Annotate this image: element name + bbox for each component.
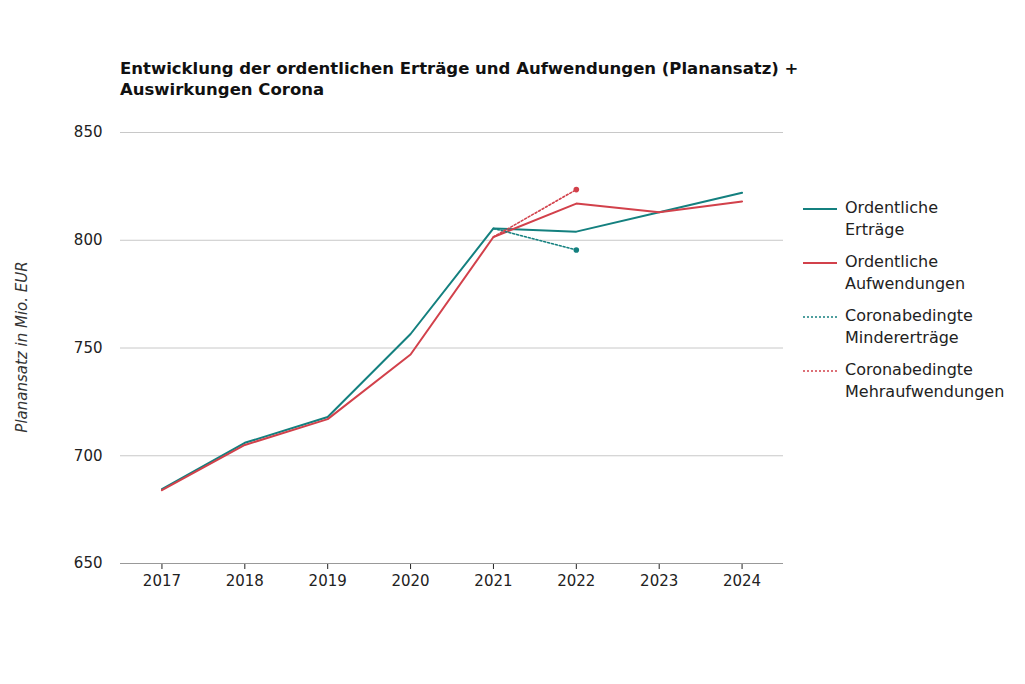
html-text:Ordentliche Aufwendungen: Ordentliche Aufwendungen	[845, 252, 966, 293]
svg-text:700: 700	[74, 447, 103, 465]
html-text:Ordentliche Erträge: Ordentliche Erträge	[845, 198, 938, 239]
svg-text:2022: 2022	[557, 572, 595, 590]
svg-text:750: 750	[74, 339, 103, 357]
svg-text:2020: 2020	[391, 572, 429, 590]
svg-text:850: 850	[74, 123, 103, 141]
svg-text:800: 800	[74, 231, 103, 249]
svg-text:2017: 2017	[143, 572, 181, 590]
html-text:Entwicklung der ordentlichen E: Entwicklung der ordentlichen Erträge und…	[120, 59, 799, 99]
svg-text:2019: 2019	[309, 572, 347, 590]
svg-text:2021: 2021	[474, 572, 512, 590]
html-text:Coronabedingte Mehraufwendunge: Coronabedingte Mehraufwendungen	[845, 360, 1005, 401]
html-text:Planansatz in Mio. EUR: Planansatz in Mio. EUR	[13, 261, 31, 433]
svg-text:2024: 2024	[723, 572, 761, 590]
svg-text:2023: 2023	[640, 572, 678, 590]
svg-text:650: 650	[74, 554, 103, 572]
html-text:Coronabedingte Mindererträge: Coronabedingte Mindererträge	[845, 306, 973, 347]
svg-text:2018: 2018	[226, 572, 264, 590]
